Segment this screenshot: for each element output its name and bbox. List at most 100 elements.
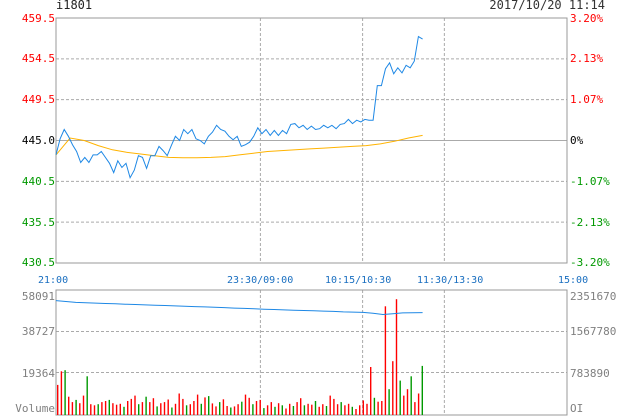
oi-tick: 1567780 [570,325,617,338]
average-price-line [55,134,423,159]
volume-bar [384,306,387,415]
volume-bar [377,401,379,415]
volume-bar [333,398,335,415]
oi-axis-label: OI [570,402,584,415]
volume-bar [82,395,85,415]
volume-tick: 19364 [21,367,55,380]
volume-bar [90,404,92,415]
volume-bar [266,405,269,415]
price-tick: 454.5 [21,52,55,65]
volume-bar [248,397,250,415]
volume-bar [307,403,309,415]
volume-bar [399,380,401,415]
volume-bar [300,398,302,415]
time-tick: 23:30/09:00 [227,275,294,286]
volume-bar [255,401,258,415]
volume-bar [200,403,202,415]
volume-bar [104,401,107,415]
price-tick: 440.5 [21,175,55,188]
open-interest-line [55,300,423,316]
price-tick: 459.5 [21,12,55,25]
volume-bar [355,409,357,415]
volume-bar [259,399,261,415]
volume-bar [97,404,99,415]
volume-bar [123,406,125,415]
volume-bar [329,395,331,415]
time-tick: 15:00 [558,275,589,286]
volume-bar [381,401,383,415]
volume-tick: 58091 [21,290,55,303]
volume-bar [388,389,390,415]
volume-bar [219,402,221,415]
volume-bar [392,361,394,415]
price-panel-border [55,17,568,264]
volume-panel-border [55,289,568,416]
volume-bar [215,406,217,415]
time-tick: 11:30/13:30 [417,275,484,286]
volume-bar [344,405,346,415]
volume-bar [289,403,291,415]
percent-tick: 0% [570,134,584,147]
volume-bar [130,398,132,415]
volume-axis-label: Volume [15,402,55,415]
volume-bar [93,405,96,415]
volume-bar [193,401,195,415]
volume-bar [222,399,225,415]
volume-bar [410,376,412,415]
percent-tick: -1.07% [570,175,610,188]
volume-bar [362,400,364,415]
symbol-label: i1801 [56,0,93,12]
volume-bar [281,405,283,415]
volume-bar [237,404,239,415]
volume-bar [270,402,272,415]
volume-bar [60,371,63,415]
volume-bar [141,402,144,415]
volume-bar [152,398,155,415]
volume-bar [395,299,398,415]
volume-bar [241,401,243,415]
volume-bar [119,403,121,415]
time-tick: 21:00 [38,275,69,286]
price-tick: 449.5 [21,93,55,106]
volume-bar [244,394,247,415]
volume-bar [366,403,368,415]
volume-bar [71,402,74,415]
volume-bar [57,384,59,415]
volume-bar [75,399,77,415]
volume-bar [174,403,177,415]
volume-bar [156,406,158,415]
volume-bar [108,399,110,415]
volume-bar [359,405,361,415]
volume-bar [208,396,210,415]
volume-bar [127,401,129,415]
volume-bar [274,406,276,415]
volume-bar [138,404,140,415]
volume-bar [185,405,188,415]
volume-bar [403,395,405,415]
volume-bar [226,406,228,415]
time-tick: 10:15/10:30 [325,275,392,286]
volume-bar [351,406,353,415]
volume-bar [406,389,409,415]
percent-tick: 1.07% [570,93,604,106]
volume-bar [292,406,295,415]
volume-bar [311,404,313,415]
volume-bar [68,396,70,415]
percent-tick: -2.13% [570,216,610,229]
volume-bar [167,399,169,415]
percent-tick: 3.20% [570,12,604,25]
volume-bar [86,376,88,415]
volume-bar [115,404,118,415]
volume-bar [204,397,206,415]
price-tick: 430.5 [21,256,55,269]
volume-bar [285,408,287,415]
volume-bar [163,402,166,415]
volume-bar [303,405,306,415]
volume-bar [196,394,199,415]
volume-bar [171,407,173,415]
volume-bar [233,406,236,415]
volume-bar [336,404,339,415]
volume-bar [134,395,136,415]
datetime-label: 2017/10/20 11:14 [489,0,605,12]
